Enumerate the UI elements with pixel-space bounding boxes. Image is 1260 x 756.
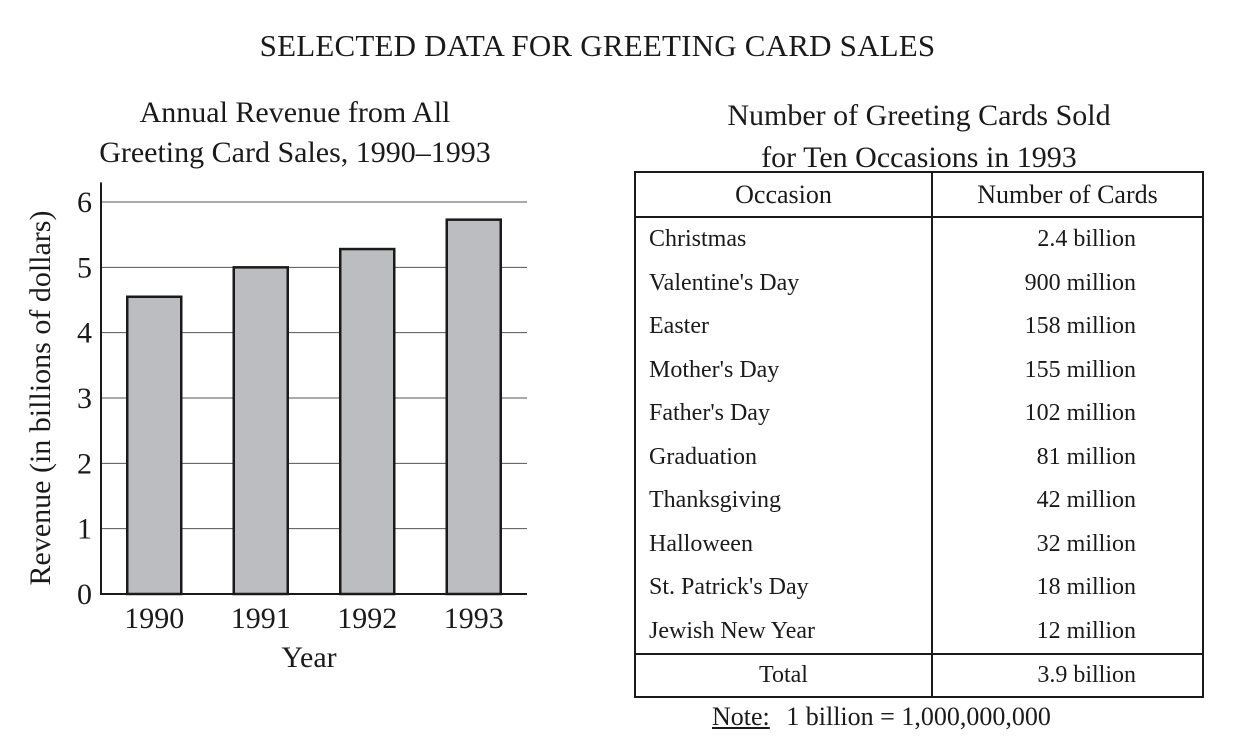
note-text: 1 billion = 1,000,000,000 (786, 702, 1051, 731)
total-value: 3.9 billion (932, 653, 1203, 697)
y-tick-label: 1 (77, 513, 92, 546)
occasion-cell: St. Patrick's Day (635, 566, 933, 610)
y-tick-label: 5 (77, 251, 92, 284)
chart-title-line-2: Greeting Card Sales, 1990–1993 (99, 136, 491, 169)
x-tick-label: 1991 (231, 602, 291, 635)
number-of-cards-cell: 12 million (1036, 617, 1136, 644)
header-number-of-cards: Number of Cards (932, 172, 1203, 218)
header-occasion: Occasion (635, 172, 933, 218)
bar (445, 218, 502, 596)
x-axis-label: Year (281, 641, 336, 674)
greeting-cards-table: Occasion Number of Cards Christmas 2.4 bi… (634, 171, 1204, 698)
table-row: Easter 158 million (635, 305, 1203, 349)
note: Note: 1 billion = 1,000,000,000 (712, 702, 1051, 732)
x-tick-label: 1993 (444, 602, 504, 635)
number-of-cards-cell: 18 million (1036, 574, 1136, 601)
table-row: Father's Day 102 million (635, 392, 1203, 436)
table-row: Christmas 2.4 billion (635, 217, 1203, 262)
occasion-cell: Jewish New Year (635, 609, 933, 654)
occasion-cell: Graduation (635, 435, 933, 479)
occasion-cell: Halloween (635, 522, 933, 566)
table-header-row: Occasion Number of Cards (635, 172, 1203, 218)
occasion-cell: Easter (635, 305, 933, 349)
table-title-line-2: for Ten Occasions in 1993 (761, 141, 1077, 174)
bar (339, 247, 396, 596)
table-title-line-1: Number of Greeting Cards Sold (727, 99, 1111, 132)
y-axis-label: Revenue (in billions of dollars) (24, 211, 57, 586)
table-row: Halloween 32 million (635, 522, 1203, 566)
occasion-cell: Mother's Day (635, 348, 933, 392)
y-tick-label: 2 (77, 447, 92, 480)
table-row: Graduation 81 million (635, 435, 1203, 479)
table-total-row: Total 3.9 billion (635, 653, 1203, 697)
number-of-cards-cell: 32 million (1036, 530, 1136, 557)
table-body: Christmas 2.4 billion Valentine's Day 900 m… (635, 217, 1203, 697)
table-title: Number of Greeting Cards Sold for Ten Oc… (634, 95, 1204, 179)
occasion-cell: Father's Day (635, 392, 933, 436)
number-of-cards-cell: 2.4 billion (1037, 226, 1136, 253)
occasion-cell: Thanksgiving (635, 479, 933, 523)
y-tick-label: 0 (77, 578, 92, 611)
y-tick-label: 3 (77, 382, 92, 415)
bar (126, 295, 183, 596)
total-label: Total (635, 653, 933, 697)
number-of-cards-cell: 42 million (1036, 487, 1136, 514)
table-row: Thanksgiving 42 million (635, 479, 1203, 523)
number-of-cards-cell: 900 million (1024, 269, 1136, 296)
main-title: SELECTED DATA FOR GREETING CARD SALES (259, 28, 936, 63)
table-row: Jewish New Year 12 million (635, 609, 1203, 654)
table-row: Mother's Day 155 million (635, 348, 1203, 392)
note-label: Note: (712, 702, 770, 731)
x-tick-label: 1990 (124, 602, 184, 635)
number-of-cards-cell: 102 million (1024, 400, 1136, 427)
x-tick-label: 1992 (337, 602, 397, 635)
y-tick-label: 6 (77, 186, 92, 219)
bar (232, 266, 289, 596)
table-row: St. Patrick's Day 18 million (635, 566, 1203, 610)
chart-title: Annual Revenue from All Greeting Card Sa… (60, 93, 530, 173)
number-of-cards-cell: 158 million (1024, 313, 1136, 340)
y-tick-label: 4 (77, 317, 92, 350)
bar-chart: 0 1 2 3 4 5 6 1990 1991 1992 1993 Year Revenue (in b… (24, 182, 527, 674)
number-of-cards-cell: 81 million (1036, 443, 1136, 470)
occasion-cell: Christmas (635, 217, 933, 262)
number-of-cards-cell: 155 million (1024, 356, 1136, 383)
occasion-cell: Valentine's Day (635, 261, 933, 305)
chart-title-line-1: Annual Revenue from All (139, 96, 451, 129)
table-row: Valentine's Day 900 million (635, 261, 1203, 305)
